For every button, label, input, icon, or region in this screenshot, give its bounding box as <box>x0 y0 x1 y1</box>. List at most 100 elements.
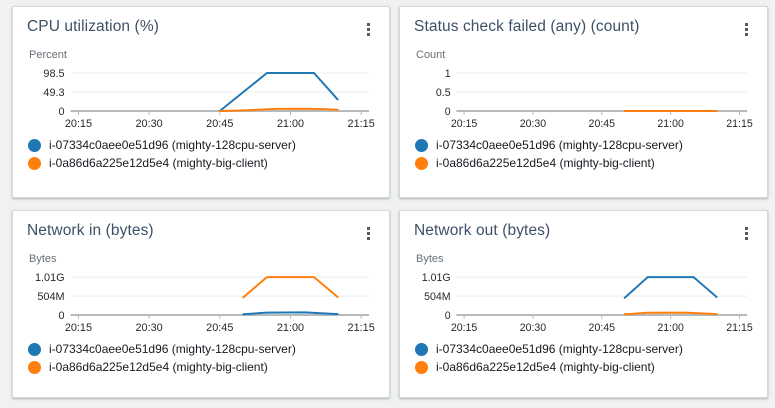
legend-item[interactable]: i-07334c0aee0e51d96 (mighty-128cpu-serve… <box>28 342 375 356</box>
legend-item[interactable]: i-07334c0aee0e51d96 (mighty-128cpu-serve… <box>28 138 375 152</box>
chart-canvas[interactable]: 0 504M 1.01G 20:15 20:30 20:45 21:00 21:15 <box>27 267 375 335</box>
chart-legend: i-07334c0aee0e51d96 (mighty-128cpu-serve… <box>27 138 375 174</box>
y-axis-tick-label: 0.5 <box>436 87 451 99</box>
widget-header: Status check failed (any) (count) <box>414 18 753 39</box>
kebab-menu-icon <box>745 33 748 36</box>
x-axis-tick-label: 21:15 <box>726 118 752 130</box>
chart-canvas[interactable]: 0 504M 1.01G 20:15 20:30 20:45 21:00 21:15 <box>414 267 753 335</box>
legend-label: i-07334c0aee0e51d96 (mighty-128cpu-serve… <box>49 342 296 356</box>
y-axis-tick-label: 0 <box>445 310 451 322</box>
kebab-menu-icon <box>367 232 370 235</box>
y-axis-tick-label: 504M <box>37 291 64 303</box>
widget-title: Network in (bytes) <box>27 222 154 239</box>
x-axis-tick-label: 21:00 <box>657 322 683 334</box>
x-axis-tick-label: 20:15 <box>65 118 92 130</box>
y-axis-unit-label: Percent <box>29 49 67 61</box>
widget-cpu-utilization: CPU utilization (%) Percent 0 49.3 98.5 20:… <box>12 6 390 198</box>
x-axis-tick-label: 20:45 <box>206 322 233 334</box>
widget-menu-button[interactable] <box>740 224 753 243</box>
series-color-dot <box>415 360 428 374</box>
kebab-menu-icon <box>745 28 748 31</box>
chart-legend: i-07334c0aee0e51d96 (mighty-128cpu-serve… <box>27 342 375 378</box>
widget-status-check-failed: Status check failed (any) (count) Count … <box>399 6 768 198</box>
series-line <box>623 276 718 299</box>
widget-network-out: Network out (bytes) Bytes 0 504M 1.01G 20:1… <box>399 210 768 398</box>
legend-item[interactable]: i-0a86d6a225e12d5e4 (mighty-big-client) <box>28 360 375 374</box>
series-line <box>242 311 339 316</box>
y-axis-tick-label: 1.01G <box>422 272 451 284</box>
y-axis-tick-label: 1 <box>445 68 451 80</box>
y-axis-tick-label: 0 <box>445 106 451 118</box>
legend-label: i-07334c0aee0e51d96 (mighty-128cpu-serve… <box>436 138 683 152</box>
legend-label: i-0a86d6a225e12d5e4 (mighty-big-client) <box>49 360 268 374</box>
x-axis-tick-label: 20:45 <box>589 322 615 334</box>
kebab-menu-icon <box>745 237 748 240</box>
chart-legend: i-07334c0aee0e51d96 (mighty-128cpu-serve… <box>414 138 753 174</box>
legend-item[interactable]: i-0a86d6a225e12d5e4 (mighty-big-client) <box>28 156 375 170</box>
x-axis-tick-label: 20:15 <box>451 118 477 130</box>
x-axis-tick-label: 20:15 <box>451 322 477 334</box>
series-color-dot <box>415 342 428 356</box>
legend-item[interactable]: i-0a86d6a225e12d5e4 (mighty-big-client) <box>415 156 753 170</box>
kebab-menu-icon <box>367 237 370 240</box>
x-axis-tick-label: 20:15 <box>65 322 92 334</box>
series-line <box>218 107 339 112</box>
legend-label: i-0a86d6a225e12d5e4 (mighty-big-client) <box>436 360 655 374</box>
kebab-menu-icon <box>745 23 748 26</box>
widget-title: Network out (bytes) <box>414 222 551 239</box>
series-color-dot <box>28 342 41 356</box>
series-color-dot <box>28 156 41 170</box>
y-axis-unit-label: Bytes <box>416 253 444 265</box>
x-axis-tick-label: 20:30 <box>520 118 546 130</box>
x-axis-tick-label: 20:30 <box>136 322 163 334</box>
series-color-dot <box>28 138 41 152</box>
widget-title: Status check failed (any) (count) <box>414 18 640 35</box>
widget-header: CPU utilization (%) <box>27 18 375 39</box>
widget-menu-button[interactable] <box>362 20 375 39</box>
kebab-menu-icon <box>745 232 748 235</box>
chart-canvas[interactable]: 0 0.5 1 20:15 20:30 20:45 21:00 21:15 <box>414 63 753 131</box>
kebab-menu-icon <box>745 227 748 230</box>
y-axis-unit-label: Bytes <box>29 253 57 265</box>
y-axis-tick-label: 1.01G <box>35 272 65 284</box>
widget-menu-button[interactable] <box>362 224 375 243</box>
x-axis-tick-label: 21:15 <box>348 118 375 130</box>
legend-item[interactable]: i-0a86d6a225e12d5e4 (mighty-big-client) <box>415 360 753 374</box>
chart-legend: i-07334c0aee0e51d96 (mighty-128cpu-serve… <box>414 342 753 378</box>
legend-label: i-07334c0aee0e51d96 (mighty-128cpu-serve… <box>49 138 296 152</box>
x-axis-tick-label: 21:00 <box>277 322 304 334</box>
y-axis-tick-label: 504M <box>424 291 450 303</box>
widget-header: Network in (bytes) <box>27 222 375 243</box>
y-axis-unit-label: Count <box>416 49 446 61</box>
widget-menu-button[interactable] <box>740 20 753 39</box>
y-axis-tick-label: 49.3 <box>43 87 64 99</box>
kebab-menu-icon <box>367 33 370 36</box>
kebab-menu-icon <box>367 227 370 230</box>
x-axis-tick-label: 20:45 <box>589 118 615 130</box>
legend-label: i-0a86d6a225e12d5e4 (mighty-big-client) <box>49 156 268 170</box>
series-line <box>242 276 339 299</box>
widget-title: CPU utilization (%) <box>27 18 159 35</box>
x-axis-tick-label: 21:15 <box>726 322 752 334</box>
legend-item[interactable]: i-07334c0aee0e51d96 (mighty-128cpu-serve… <box>415 138 753 152</box>
series-line <box>218 72 339 112</box>
series-color-dot <box>415 138 428 152</box>
y-axis-tick-label: 0 <box>59 106 65 118</box>
legend-label: i-0a86d6a225e12d5e4 (mighty-big-client) <box>436 156 655 170</box>
x-axis-tick-label: 21:00 <box>277 118 304 130</box>
widget-network-in: Network in (bytes) Bytes 0 504M 1.01G 20:15… <box>12 210 390 398</box>
kebab-menu-icon <box>367 28 370 31</box>
kebab-menu-icon <box>367 23 370 26</box>
x-axis-tick-label: 20:45 <box>206 118 233 130</box>
legend-item[interactable]: i-07334c0aee0e51d96 (mighty-128cpu-serve… <box>415 342 753 356</box>
x-axis-tick-label: 20:30 <box>520 322 546 334</box>
y-axis-tick-label: 0 <box>59 310 65 322</box>
x-axis-tick-label: 21:15 <box>348 322 375 334</box>
series-color-dot <box>415 156 428 170</box>
x-axis-tick-label: 20:30 <box>136 118 163 130</box>
chart-canvas[interactable]: 0 49.3 98.5 20:15 20:30 20:45 21:00 21:15 <box>27 63 375 131</box>
widget-header: Network out (bytes) <box>414 222 753 243</box>
series-line <box>623 311 718 316</box>
legend-label: i-07334c0aee0e51d96 (mighty-128cpu-serve… <box>436 342 683 356</box>
